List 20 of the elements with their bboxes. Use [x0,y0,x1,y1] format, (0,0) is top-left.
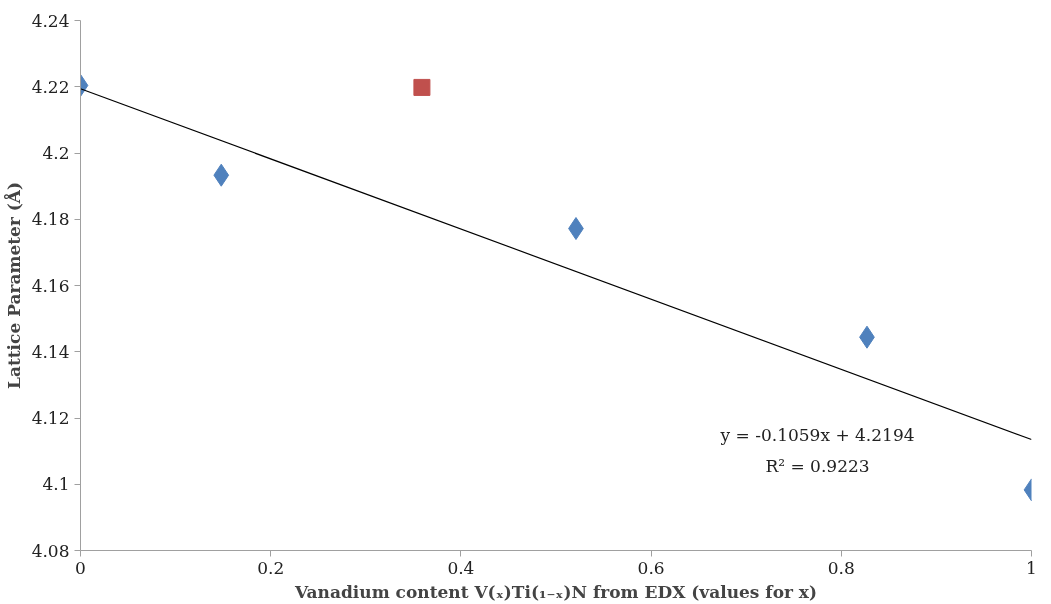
x-tick-label: 0 [75,557,86,578]
annotation: y = -0.1059x + 4.2194 [719,424,915,445]
x-tick-label: 0.6 [637,557,665,578]
x-tick-label: 0.2 [257,557,285,578]
y-tick-label: 4.2 [42,143,70,163]
y-tick-label: 4.16 [31,275,70,296]
point [413,78,431,96]
y-tick-label: 4.22 [31,76,70,97]
annotation: R² = 0.9223 [765,455,870,476]
y-axis-title: Lattice Parameter (Å) [2,181,24,390]
y-tick-label: 4.12 [31,408,70,428]
y-tick-label: 4.24 [31,10,70,31]
y-tick-label: 4.08 [31,540,70,561]
x-tick-label: 0.4 [447,557,475,578]
y-tick-label: 4.18 [31,209,70,230]
x-tick-label: 0.8 [827,557,855,578]
x-axis-title: Vanadium content V(ₓ)Ti(₁₋ₓ)N from EDX (values for x) [293,581,818,602]
x-tick-label: 1 [1026,557,1037,578]
y-tick-label: 4.1 [42,474,70,495]
y-tick-label: 4.14 [31,341,70,362]
